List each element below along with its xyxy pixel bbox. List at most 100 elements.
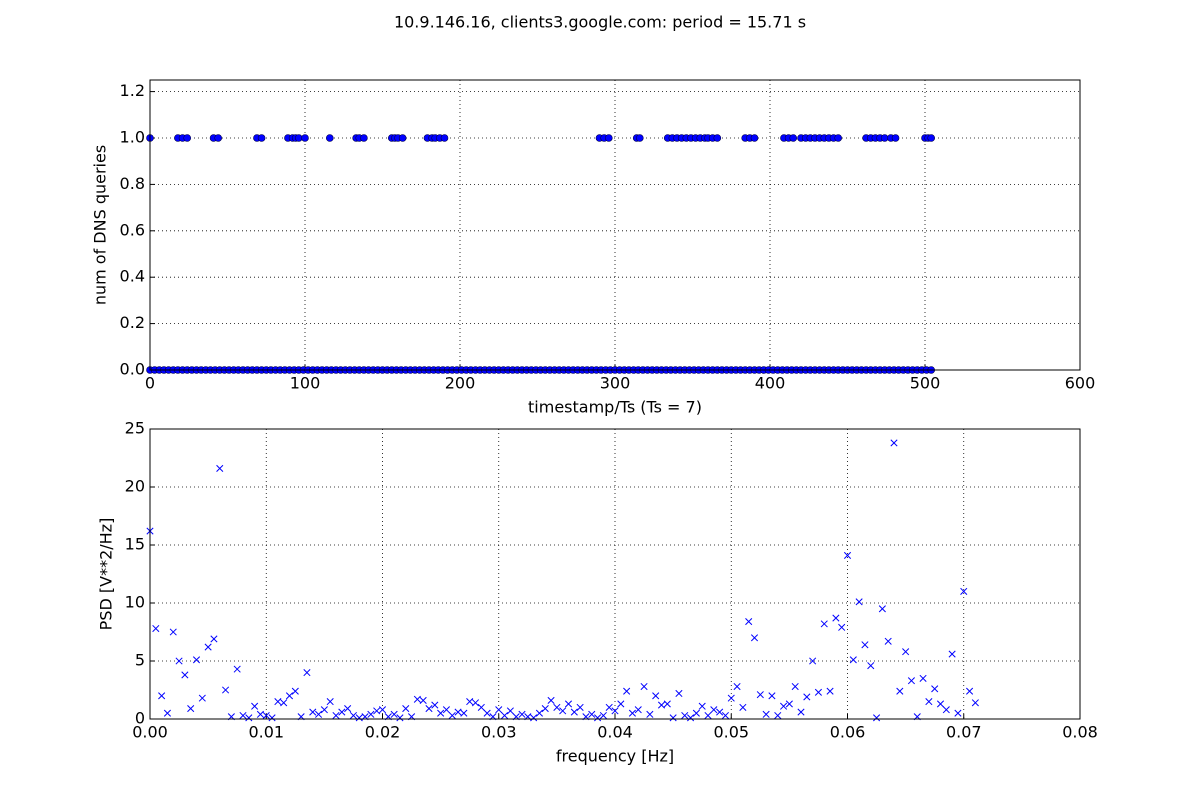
plot-frame (149, 428, 1081, 720)
x-marker (902, 648, 910, 656)
x-stroke (861, 641, 869, 649)
x-marker (576, 703, 584, 711)
x-marker (402, 705, 410, 713)
x-stroke (501, 711, 509, 720)
x-marker (756, 691, 764, 699)
x-marker (378, 706, 387, 714)
x-marker (216, 464, 224, 472)
x-marker (681, 711, 689, 720)
x-marker (942, 706, 950, 714)
x-marker (814, 688, 822, 696)
x-stroke (774, 711, 782, 720)
x-stroke (960, 587, 968, 595)
x-stroke (681, 711, 689, 720)
point (604, 134, 613, 142)
x-stroke (495, 706, 503, 714)
x-marker (483, 709, 491, 717)
x-stroke (326, 698, 334, 706)
x-marker (762, 710, 770, 718)
x-marker (163, 709, 171, 717)
x-marker (233, 665, 241, 673)
x-stroke (466, 698, 474, 706)
x-marker (809, 657, 817, 665)
x-stroke (483, 709, 491, 717)
x-stroke (756, 691, 764, 699)
x-tick-label: 200 (445, 374, 476, 393)
x-marker (634, 706, 642, 714)
x-stroke (425, 705, 433, 713)
x-tick-label: 0.02 (365, 723, 401, 742)
x-stroke (878, 605, 886, 613)
x-marker (315, 710, 323, 718)
x-marker (344, 705, 352, 713)
x-stroke (530, 714, 538, 722)
x-stroke (192, 656, 201, 664)
x-tick-label: 500 (910, 374, 941, 393)
x-marker (687, 714, 695, 722)
x-stroke (698, 702, 706, 710)
x-marker (454, 708, 462, 716)
x-stroke (378, 706, 387, 714)
x-marker (617, 700, 625, 708)
x-marker (396, 714, 404, 722)
x-tick-label: 0 (145, 374, 155, 393)
figure-title: 10.9.146.16, clients3.google.com: period… (394, 13, 806, 32)
x-stroke (663, 700, 671, 708)
x-stroke (675, 689, 683, 698)
x-marker (704, 711, 712, 720)
x-stroke (373, 707, 381, 715)
x-stroke (936, 700, 945, 708)
x-stroke (803, 693, 811, 701)
x-stroke (762, 710, 770, 718)
x-marker (861, 641, 869, 649)
x-stroke (814, 688, 822, 696)
x-marker (599, 711, 607, 720)
x-stroke (222, 686, 230, 694)
y-tick-label: 5 (135, 651, 145, 670)
x-stroke (442, 706, 450, 714)
x-marker (349, 711, 357, 720)
x-stroke (204, 643, 212, 651)
x-stroke (251, 702, 259, 710)
x-stroke (599, 711, 607, 720)
x-stroke (646, 710, 654, 718)
x-stroke (925, 698, 933, 706)
point (183, 134, 191, 142)
x-marker (663, 700, 671, 708)
x-marker (547, 696, 555, 704)
x-marker (785, 700, 793, 708)
x-stroke (971, 699, 979, 707)
x-stroke (843, 551, 852, 559)
x-stroke (454, 708, 462, 716)
x-tick-label: 400 (755, 374, 786, 393)
y-tick-label: 15 (125, 535, 145, 554)
x-stroke (315, 710, 323, 718)
x-marker (506, 707, 514, 715)
x-stroke (733, 682, 741, 691)
x-tick-label: 0.03 (481, 723, 517, 742)
y-tick-label: 1.0 (120, 128, 145, 147)
x-tick-label: 0.04 (597, 723, 633, 742)
x-marker (855, 598, 863, 606)
x-marker (570, 708, 578, 716)
x-marker (797, 708, 805, 716)
point (214, 134, 222, 142)
x-marker (245, 714, 253, 722)
x-marker (192, 656, 201, 664)
x-stroke (890, 439, 898, 447)
x-stroke (419, 696, 427, 704)
x-marker (657, 701, 666, 709)
x-tick-label: 300 (600, 374, 631, 393)
x-marker (710, 706, 718, 714)
x-stroke (535, 709, 543, 717)
x-stroke (285, 692, 294, 700)
x-stroke (727, 694, 735, 702)
y-tick-label: 1.2 (120, 81, 145, 100)
x-stroke (623, 687, 631, 695)
x-marker (431, 701, 439, 709)
x-stroke (268, 714, 276, 722)
x-stroke (187, 705, 195, 713)
x-marker (256, 710, 264, 718)
x-stroke (809, 657, 817, 665)
x-marker (611, 707, 619, 715)
